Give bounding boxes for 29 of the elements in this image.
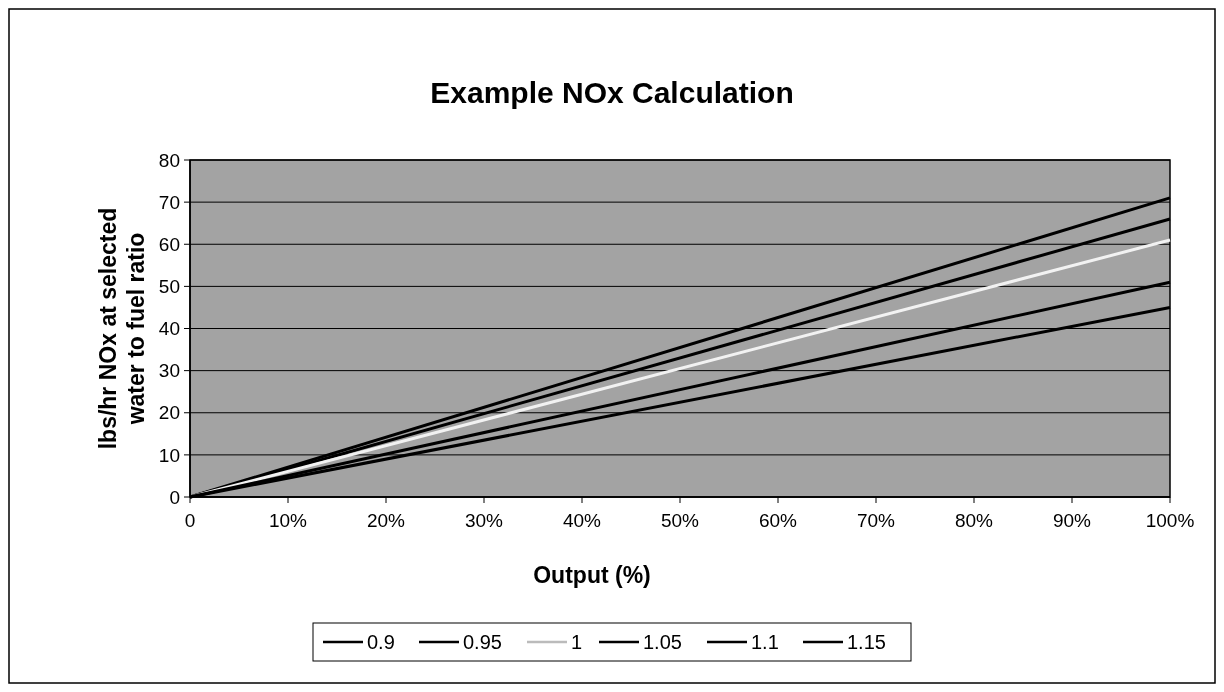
x-tick-label: 0	[184, 510, 196, 531]
legend-label: 0.9	[367, 631, 395, 653]
legend-label: 1.1	[751, 631, 779, 653]
y-tick-label: 70	[158, 191, 180, 213]
x-tick-label: 20%	[366, 510, 406, 531]
y-tick-label: 30	[158, 360, 180, 382]
legend-label: 1.15	[847, 631, 886, 653]
y-tick-label: 60	[158, 233, 180, 255]
text: 1	[571, 631, 583, 653]
y-tick-label: 0	[169, 486, 180, 508]
x-tick-label: 90%	[1052, 510, 1092, 531]
legend-label: 0.95	[463, 631, 502, 653]
legend-label: 1.05	[643, 631, 682, 653]
x-tick-label: 40%	[562, 510, 602, 531]
x-tick-label: 80%	[954, 510, 994, 531]
y-tick-label: 10	[158, 444, 180, 466]
y-tick-label: 80	[158, 149, 180, 171]
x-tick-label: 30%	[464, 510, 504, 531]
y-tick-label: 40	[158, 318, 180, 340]
x-tick-label: 10%	[268, 510, 308, 531]
x-tick-label: 100%	[1145, 510, 1195, 531]
x-tick-label: 60%	[758, 510, 798, 531]
y-tick-label: 50	[158, 276, 180, 298]
chart-title: Example NOx Calculation	[430, 76, 794, 109]
y-axis-title: lbs/hr NOx at selected water to fuel ratio	[95, 207, 149, 450]
x-tick-label: 50%	[660, 510, 700, 531]
x-tick-label: 70%	[856, 510, 896, 531]
x-axis-title: Output (%)	[533, 562, 651, 588]
y-tick-label: 20	[158, 402, 180, 424]
